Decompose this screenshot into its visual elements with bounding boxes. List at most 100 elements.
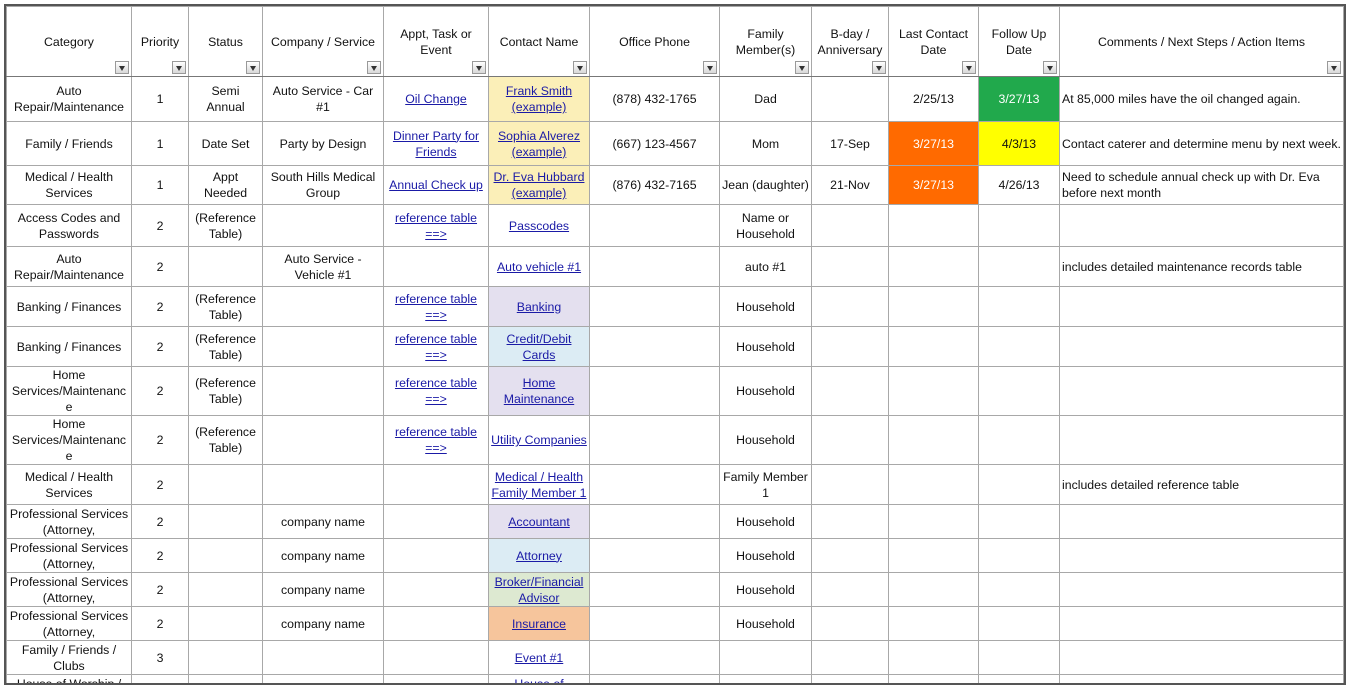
table-cell xyxy=(188,640,263,675)
table-cell: Household xyxy=(719,326,812,367)
table-cell: Professional Services (Attorney, xyxy=(6,572,132,607)
cell-text: Medical / Health Services xyxy=(24,170,114,200)
filter-button[interactable] xyxy=(962,61,976,74)
table-cell: Date Set xyxy=(188,121,263,166)
spreadsheet: Category Priority Status Company / Service A… xyxy=(4,4,1346,685)
table-cell xyxy=(811,606,889,641)
cell-link[interactable]: Auto vehicle #1 xyxy=(496,259,582,274)
cell-link[interactable]: Medical / Health Family Member 1 xyxy=(491,469,587,500)
table-cell: Utility Companies xyxy=(488,415,590,465)
cell-link[interactable]: reference table ==> xyxy=(394,210,478,241)
cell-link[interactable]: reference table ==> xyxy=(394,425,478,455)
column-header: Contact Name xyxy=(488,6,590,77)
table-cell: Frank Smith (example) xyxy=(488,76,590,122)
column-header: Category xyxy=(6,6,132,77)
cell-link[interactable]: Credit/Debit Cards xyxy=(506,331,572,362)
table-cell: Professional Services (Attorney, xyxy=(6,504,132,539)
cell-text: 3 xyxy=(157,685,164,686)
cell-text: Auto Repair/Maintenance xyxy=(13,84,125,114)
filter-button[interactable] xyxy=(115,61,129,74)
table-cell xyxy=(811,538,889,573)
table-cell: Banking xyxy=(488,286,590,327)
cell-text: 1 xyxy=(156,136,164,151)
table-cell: 3/27/13 xyxy=(888,165,979,205)
table-cell xyxy=(188,246,263,287)
cell-link[interactable]: reference table ==> xyxy=(394,376,478,406)
filter-button[interactable] xyxy=(246,61,260,74)
table-row: Medical / Health Services 1 Appt Needed Sou… xyxy=(6,165,1344,205)
table-cell: Passcodes xyxy=(488,204,590,247)
table-cell: 2 xyxy=(131,366,189,416)
cell-link[interactable]: Annual Check up xyxy=(389,178,483,192)
cell-link[interactable]: reference table ==> xyxy=(394,331,478,362)
table-cell xyxy=(589,504,720,539)
cell-text: Contact caterer and determine menu by ne… xyxy=(1062,136,1341,151)
table-cell xyxy=(978,246,1060,287)
table-cell xyxy=(589,538,720,573)
table-row: Professional Services (Attorney, 2 company… xyxy=(6,538,1344,573)
cell-text: Household xyxy=(736,339,795,354)
filter-button[interactable] xyxy=(703,61,717,74)
header-label: Company / Service xyxy=(271,34,375,49)
table-cell xyxy=(978,674,1060,683)
cell-link[interactable]: Passcodes xyxy=(508,218,570,233)
table-cell xyxy=(383,606,489,641)
table-cell: (Reference Table) xyxy=(188,415,263,465)
cell-link[interactable]: Event #1 xyxy=(514,650,564,665)
table-cell: Banking / Finances xyxy=(6,286,132,327)
cell-link[interactable]: Utility Companies xyxy=(491,433,587,447)
table-cell: Party by Design xyxy=(262,121,384,166)
cell-text: Home Services/Maintenance xyxy=(11,417,127,463)
table-cell xyxy=(811,464,889,505)
cell-text: 2 xyxy=(156,339,164,354)
table-cell: 2 xyxy=(131,286,189,327)
cell-text: South Hills Medical Group xyxy=(270,170,376,200)
cell-link[interactable]: Insurance xyxy=(511,616,566,631)
filter-button[interactable] xyxy=(795,61,809,74)
filter-button[interactable] xyxy=(872,61,886,74)
cell-link[interactable]: Dinner Party for Friends xyxy=(392,128,480,159)
cell-link[interactable]: House of Worship (Enter xyxy=(514,676,564,685)
column-header: Office Phone xyxy=(589,6,720,77)
table-cell: 17-Sep xyxy=(811,121,889,166)
table-cell: Credit/Debit Cards xyxy=(488,326,590,367)
table-cell xyxy=(811,326,889,367)
cell-text: Household xyxy=(736,548,795,563)
cell-link[interactable]: Banking xyxy=(516,299,562,314)
filter-button[interactable] xyxy=(367,61,381,74)
cell-text: House of Worship / Religion xyxy=(16,676,122,685)
filter-button[interactable] xyxy=(1327,61,1341,74)
table-cell: Household xyxy=(719,538,812,573)
cell-link[interactable]: Accountant xyxy=(508,514,570,529)
table-cell xyxy=(589,606,720,641)
cell-link[interactable]: Oil Change xyxy=(405,92,467,106)
table-cell: Sophia Alverez (example) xyxy=(488,121,590,166)
table-cell: Household xyxy=(719,606,812,641)
cell-link[interactable]: Home Maintenance xyxy=(503,376,575,406)
cell-link[interactable]: Frank Smith (example) xyxy=(505,84,573,114)
table-cell: Name or Household xyxy=(719,204,812,247)
table-cell: Broker/Financial Advisor xyxy=(488,572,590,607)
table-cell: includes detailed reference table xyxy=(1059,464,1344,505)
filter-button[interactable] xyxy=(472,61,486,74)
filter-button[interactable] xyxy=(172,61,186,74)
cell-text: Appt Needed xyxy=(203,170,248,200)
cell-text: (Reference Table) xyxy=(195,331,256,362)
filter-button[interactable] xyxy=(573,61,587,74)
table-cell xyxy=(383,640,489,675)
table-cell: 2 xyxy=(131,572,189,607)
table-cell xyxy=(262,674,384,683)
cell-link[interactable]: Attorney xyxy=(516,548,562,563)
cell-link[interactable]: reference table ==> xyxy=(394,291,478,322)
cell-text: 4/3/13 xyxy=(1001,136,1037,151)
cell-link[interactable]: Broker/Financial Advisor xyxy=(494,574,584,605)
cell-link[interactable]: Dr. Eva Hubbard (example) xyxy=(493,170,585,200)
cell-link[interactable]: Sophia Alverez (example) xyxy=(497,128,581,159)
cell-text: Banking / Finances xyxy=(16,339,122,354)
table-cell: 2 xyxy=(131,415,189,465)
table-cell: 4/26/13 xyxy=(978,165,1060,205)
filter-button[interactable] xyxy=(1043,61,1057,74)
cell-text: 2 xyxy=(156,218,164,233)
table-cell: House of Worship / Religion xyxy=(6,674,132,685)
table-row: Access Codes and Passwords 2 (Reference Ta… xyxy=(6,204,1344,247)
